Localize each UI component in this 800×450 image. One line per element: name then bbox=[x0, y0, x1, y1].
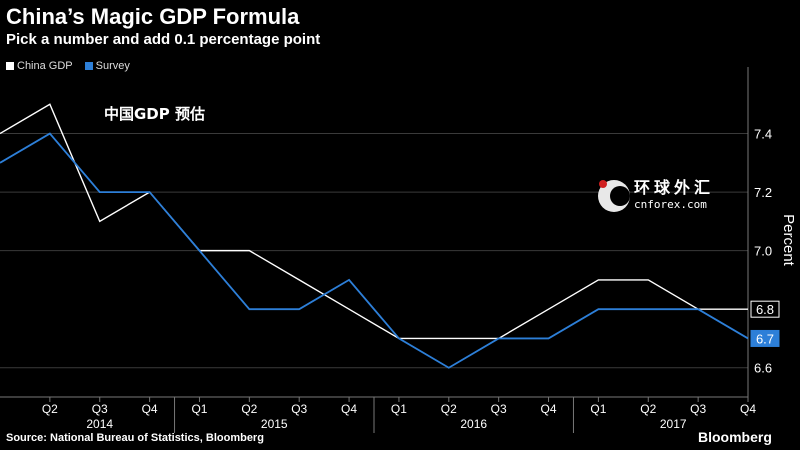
bloomberg-logo: Bloomberg bbox=[698, 429, 772, 445]
legend: China GDP Survey bbox=[6, 60, 130, 72]
end-value-label: 6.8 bbox=[756, 302, 774, 317]
x-tick-label: Q4 bbox=[341, 402, 357, 416]
source-note: Source: National Bureau of Statistics, B… bbox=[6, 432, 264, 444]
y-tick-label: 7.2 bbox=[754, 185, 772, 200]
annotation-text: 中国GDP 预估 bbox=[104, 105, 205, 123]
y-axis-label: Percent bbox=[780, 214, 797, 267]
x-tick-label: Q4 bbox=[740, 402, 756, 416]
axis-layer: 6.6 7.0 7.2 7.4 Q2 Q3 Q4 Q1 Q2 Q3 Q4 Q1 Q2 Q3 Q4 Q1 Q2 Q3… bbox=[0, 67, 772, 433]
watermark-chinese: 环球外汇 bbox=[634, 178, 714, 197]
x-tick-label: Q4 bbox=[142, 402, 158, 416]
legend-item-china-gdp: China GDP bbox=[6, 60, 73, 72]
x-tick-label: Q2 bbox=[441, 402, 457, 416]
x-tick-label: Q2 bbox=[42, 402, 58, 416]
x-tick-label: Q3 bbox=[690, 402, 706, 416]
series-line-china-gdp bbox=[0, 103, 748, 340]
legend-label-china-gdp: China GDP bbox=[17, 60, 73, 72]
grid-layer bbox=[0, 133, 748, 369]
x-year-label: 2014 bbox=[86, 417, 113, 431]
x-tick-label: Q2 bbox=[640, 402, 656, 416]
x-year-label: 2015 bbox=[261, 417, 288, 431]
chart-subtitle: Pick a number and add 0.1 percentage poi… bbox=[6, 31, 321, 48]
end-label-box bbox=[750, 300, 780, 318]
x-tick-label: Q1 bbox=[191, 402, 207, 416]
legend-item-survey: Survey bbox=[84, 60, 130, 72]
y-tick-label: 6.6 bbox=[754, 361, 772, 376]
label-layer: 6.8 6.7 bbox=[750, 300, 780, 347]
end-label-box bbox=[750, 329, 780, 347]
series-line-survey bbox=[0, 132, 749, 369]
legend-swatch-china-gdp bbox=[6, 62, 14, 70]
x-tick-label: Q1 bbox=[590, 402, 606, 416]
series-layer bbox=[0, 103, 749, 369]
x-tick-label: Q3 bbox=[92, 402, 108, 416]
legend-label-survey: Survey bbox=[95, 60, 130, 72]
x-year-label: 2017 bbox=[660, 417, 687, 431]
x-tick-label: Q1 bbox=[391, 402, 407, 416]
y-tick-label: 7.4 bbox=[754, 127, 772, 142]
x-year-label: 2016 bbox=[460, 417, 487, 431]
x-tick-label: Q3 bbox=[291, 402, 307, 416]
end-value-label: 6.7 bbox=[756, 331, 774, 346]
x-tick-label: Q3 bbox=[491, 402, 507, 416]
chart-title: China’s Magic GDP Formula bbox=[6, 4, 300, 29]
legend-swatch-survey bbox=[84, 62, 93, 70]
watermark: 环球外汇 cnforex.com bbox=[598, 178, 714, 212]
x-tick-label: Q4 bbox=[541, 402, 557, 416]
x-tick-label: Q2 bbox=[241, 402, 257, 416]
y-tick-label: 7.0 bbox=[754, 244, 772, 259]
watermark-domain: cnforex.com bbox=[634, 198, 707, 211]
